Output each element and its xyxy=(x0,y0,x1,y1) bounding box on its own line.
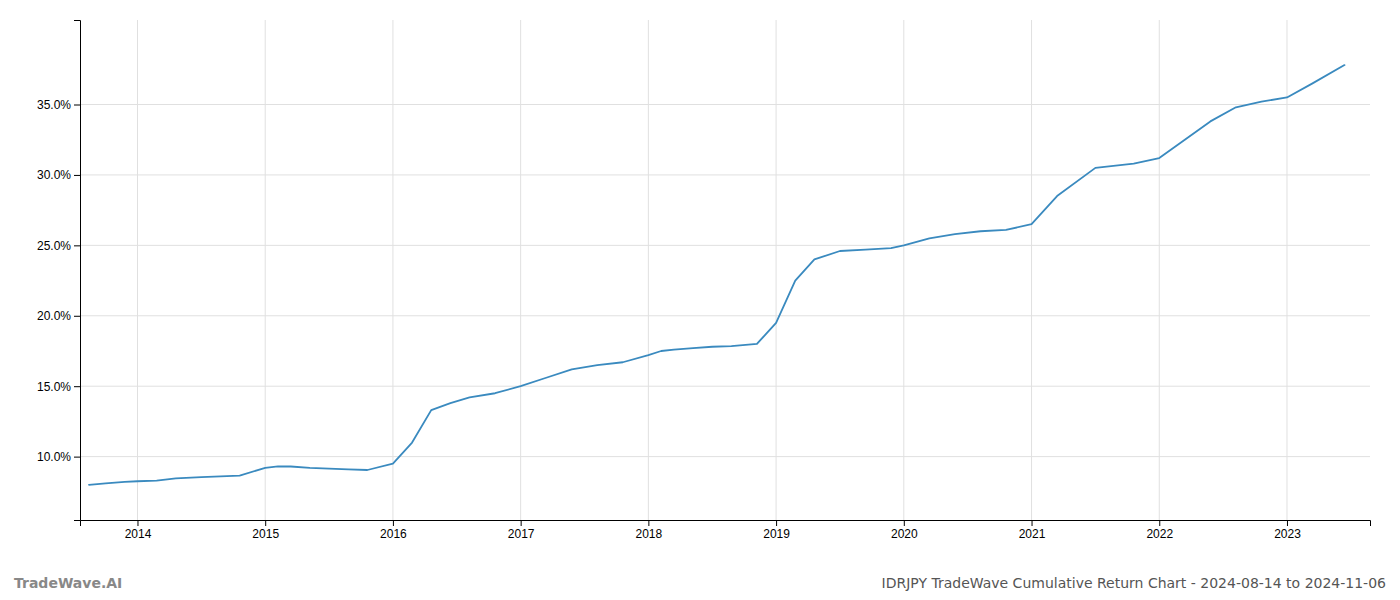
x-tick-label: 2017 xyxy=(508,527,535,541)
x-tick-mark xyxy=(265,520,266,526)
x-tick: 2020 xyxy=(891,520,918,541)
grid-line-y xyxy=(80,104,1370,105)
grid-line-x xyxy=(520,20,521,520)
plot-area: 2014 2015 2016 2017 2018 2019 2020 2021 2022 2023… xyxy=(37,20,1371,541)
x-tick-mark xyxy=(648,520,649,526)
x-tick-mark xyxy=(1032,520,1033,526)
x-tick-mark xyxy=(904,520,905,526)
marks xyxy=(89,65,1345,485)
grid-line-x xyxy=(1159,20,1160,520)
y-tick-label: 30.0% xyxy=(37,168,71,182)
chart: 2014 2015 2016 2017 2018 2019 2020 2021 2022 2023… xyxy=(0,0,1400,600)
y-tick-mark xyxy=(74,105,80,106)
y-tick-label: 25.0% xyxy=(37,239,71,253)
y-tick-mark xyxy=(74,245,80,246)
x-tick: 2017 xyxy=(508,520,535,541)
grid-line-y xyxy=(80,245,1370,246)
title: IDRJPY TradeWave Cumulative Return Chart… xyxy=(882,575,1387,591)
x-tick-label: 2018 xyxy=(636,527,663,541)
grid-line-x xyxy=(776,20,777,520)
y-tick: 15.0% xyxy=(37,380,80,394)
x-tick-mark xyxy=(776,520,777,526)
grid-line-x xyxy=(137,20,138,520)
x-tick-label: 2019 xyxy=(763,527,790,541)
grid-line-x xyxy=(392,20,393,520)
y-tick-mark xyxy=(74,175,80,176)
x-tick-mark xyxy=(1159,520,1160,526)
y-tick: 10.0% xyxy=(37,450,80,464)
grid-line-x xyxy=(1286,20,1287,520)
y-tick-label: 15.0% xyxy=(37,380,71,394)
x-tick-label: 2022 xyxy=(1146,527,1173,541)
x-tick-label: 2020 xyxy=(891,527,918,541)
grid-line-x xyxy=(903,20,904,520)
x-tick: 2016 xyxy=(380,520,407,541)
x-tick-label: 2016 xyxy=(380,527,407,541)
y-tick: 35.0% xyxy=(37,98,80,112)
y-tick-label: 10.0% xyxy=(37,450,71,464)
y-tick-mark xyxy=(74,457,80,458)
grid-line-x xyxy=(1031,20,1032,520)
x-tick: 2022 xyxy=(1146,520,1173,541)
grid xyxy=(80,20,1370,520)
grid-line-y xyxy=(80,456,1370,457)
grid-line-x xyxy=(265,20,266,520)
line xyxy=(89,65,1345,485)
x-tick-label: 2021 xyxy=(1019,527,1046,541)
y-axis-line xyxy=(74,21,81,521)
x-tick: 2019 xyxy=(763,520,790,541)
x-tick-label: 2015 xyxy=(252,527,279,541)
x-tick: 2021 xyxy=(1019,520,1046,541)
x-axis: 2014 2015 2016 2017 2018 2019 2020 2021 2022 2023 xyxy=(81,520,1371,541)
x-tick: 2018 xyxy=(636,520,663,541)
y-tick-label: 35.0% xyxy=(37,98,71,112)
grid-line-x xyxy=(648,20,649,520)
y-tick: 20.0% xyxy=(37,309,80,323)
x-tick: 2015 xyxy=(252,520,279,541)
y-tick: 30.0% xyxy=(37,168,80,182)
x-tick-mark xyxy=(521,520,522,526)
grid-line-y xyxy=(80,174,1370,175)
x-tick-label: 2023 xyxy=(1274,527,1301,541)
y-tick: 25.0% xyxy=(37,239,80,253)
x-tick-mark xyxy=(1287,520,1288,526)
x-tick: 2023 xyxy=(1274,520,1301,541)
watermark: TradeWave.AI xyxy=(14,575,122,591)
x-tick-label: 2014 xyxy=(125,527,152,541)
x-tick-mark xyxy=(137,520,138,526)
y-axis: 10.0% 15.0% 20.0% 25.0% 30.0% 35.0% xyxy=(37,21,81,521)
grid-line-y xyxy=(80,315,1370,316)
x-tick-mark xyxy=(393,520,394,526)
y-tick-mark xyxy=(74,386,80,387)
y-tick-mark xyxy=(74,316,80,317)
y-tick-label: 20.0% xyxy=(37,309,71,323)
grid-line-y xyxy=(80,386,1370,387)
x-tick: 2014 xyxy=(125,520,152,541)
x-axis-line xyxy=(81,521,1371,527)
